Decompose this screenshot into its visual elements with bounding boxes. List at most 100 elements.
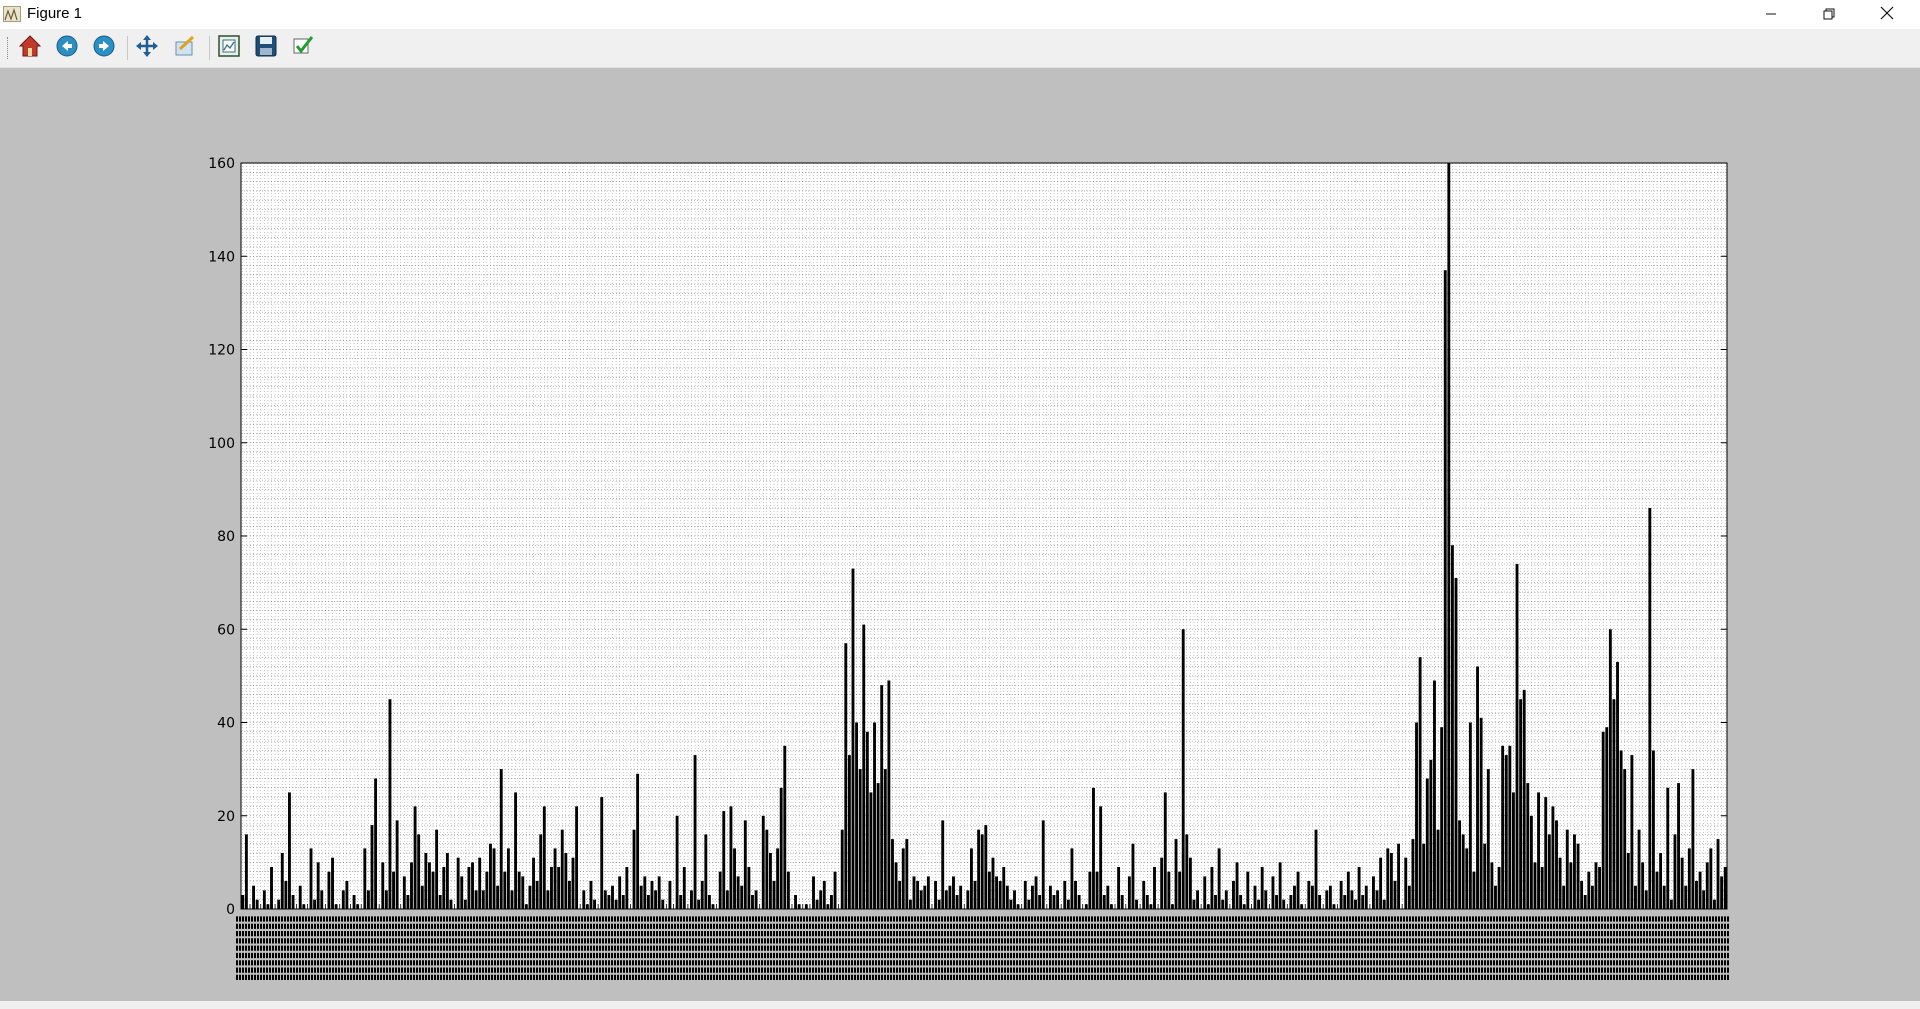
- bar: [575, 806, 579, 909]
- edit-axes-button[interactable]: [288, 34, 318, 62]
- bar: [467, 867, 471, 909]
- save-button[interactable]: [251, 34, 281, 62]
- bar: [478, 857, 482, 909]
- bar: [736, 876, 740, 909]
- x-axis-tick-labels: [236, 904, 1730, 981]
- bar: [1637, 829, 1641, 909]
- forward-button[interactable]: [89, 34, 119, 62]
- bar: [1393, 881, 1397, 909]
- bar: [571, 857, 575, 909]
- bar: [1041, 820, 1045, 909]
- bar: [532, 857, 535, 909]
- bar: [1651, 750, 1655, 909]
- bar: [603, 890, 607, 909]
- bar: [395, 820, 399, 909]
- restore-button[interactable]: [1806, 0, 1852, 29]
- bar: [1630, 755, 1634, 909]
- bar: [1497, 867, 1501, 909]
- bar: [851, 568, 855, 909]
- bar: [1623, 769, 1627, 909]
- bar: [460, 876, 464, 909]
- bar: [1436, 829, 1440, 909]
- bar: [1709, 848, 1713, 909]
- bar: [341, 890, 345, 909]
- bar: [1088, 871, 1092, 909]
- zoom-button[interactable]: [170, 34, 200, 62]
- bar: [1314, 829, 1318, 909]
- bar: [995, 876, 998, 909]
- toolbar-separator: [127, 36, 128, 60]
- bar: [1691, 769, 1695, 909]
- bar: [1142, 881, 1146, 909]
- grid-layer: [241, 162, 1727, 910]
- bar: [424, 853, 428, 909]
- bar: [506, 848, 510, 909]
- bar: [948, 885, 952, 909]
- bar: [722, 811, 726, 909]
- bar: [980, 834, 984, 909]
- minimize-button[interactable]: [1748, 0, 1794, 29]
- bar: [1587, 871, 1591, 909]
- bar: [1343, 895, 1347, 909]
- bar: [298, 885, 302, 909]
- bar: [794, 895, 797, 909]
- bar: [880, 685, 884, 909]
- bar: [725, 890, 729, 909]
- bar: [567, 881, 571, 909]
- bar: [270, 867, 273, 909]
- bar: [991, 857, 995, 909]
- bar: [309, 848, 313, 909]
- bar: [1684, 885, 1688, 909]
- bar: [754, 890, 758, 909]
- bar: [316, 862, 320, 909]
- bar: [1328, 885, 1332, 909]
- bar: [388, 699, 392, 909]
- bar: [374, 778, 378, 909]
- bar: [1224, 890, 1228, 909]
- minimize-icon: [1765, 5, 1777, 24]
- bar: [489, 843, 492, 909]
- bar: [1512, 792, 1515, 909]
- bar: [1605, 727, 1609, 909]
- bar: [776, 848, 780, 909]
- bar: [1501, 745, 1505, 909]
- close-button[interactable]: [1864, 0, 1910, 29]
- bar: [564, 853, 568, 909]
- bar: [1210, 867, 1214, 909]
- back-button[interactable]: [52, 34, 82, 62]
- bar: [1594, 862, 1598, 909]
- bar: [1074, 881, 1077, 909]
- bar: [844, 643, 848, 909]
- arrow-left-icon: [56, 35, 78, 61]
- navigation-toolbar: [0, 29, 1920, 68]
- figure-canvas[interactable]: 0 20 40 60 80 100 120 140 160: [0, 68, 1920, 1001]
- bar: [1655, 871, 1659, 909]
- pan-button[interactable]: [132, 34, 162, 62]
- bar: [675, 815, 679, 910]
- title-bar: Figure 1: [0, 0, 1920, 29]
- bar: [830, 895, 833, 909]
- bar: [1634, 885, 1637, 909]
- bar: [1131, 843, 1135, 909]
- bar: [919, 890, 923, 909]
- bar: [1702, 890, 1706, 909]
- bar: [1145, 895, 1149, 909]
- bar: [1519, 699, 1523, 909]
- subplots-button[interactable]: [214, 34, 244, 62]
- bar: [1562, 885, 1566, 909]
- bar: [492, 848, 496, 909]
- bar: [1422, 843, 1426, 909]
- bar: [679, 895, 683, 909]
- home-button[interactable]: [15, 34, 45, 62]
- bar: [1034, 876, 1038, 909]
- bar: [1289, 895, 1293, 909]
- bar: [1013, 890, 1016, 909]
- toolbar-grip[interactable]: [7, 37, 10, 59]
- bar: [1458, 820, 1462, 909]
- floppy-disk-icon: [254, 34, 278, 62]
- bar: [891, 839, 894, 909]
- bar: [912, 876, 916, 909]
- bar: [1716, 839, 1720, 909]
- bar: [941, 820, 945, 909]
- bar: [1472, 871, 1476, 909]
